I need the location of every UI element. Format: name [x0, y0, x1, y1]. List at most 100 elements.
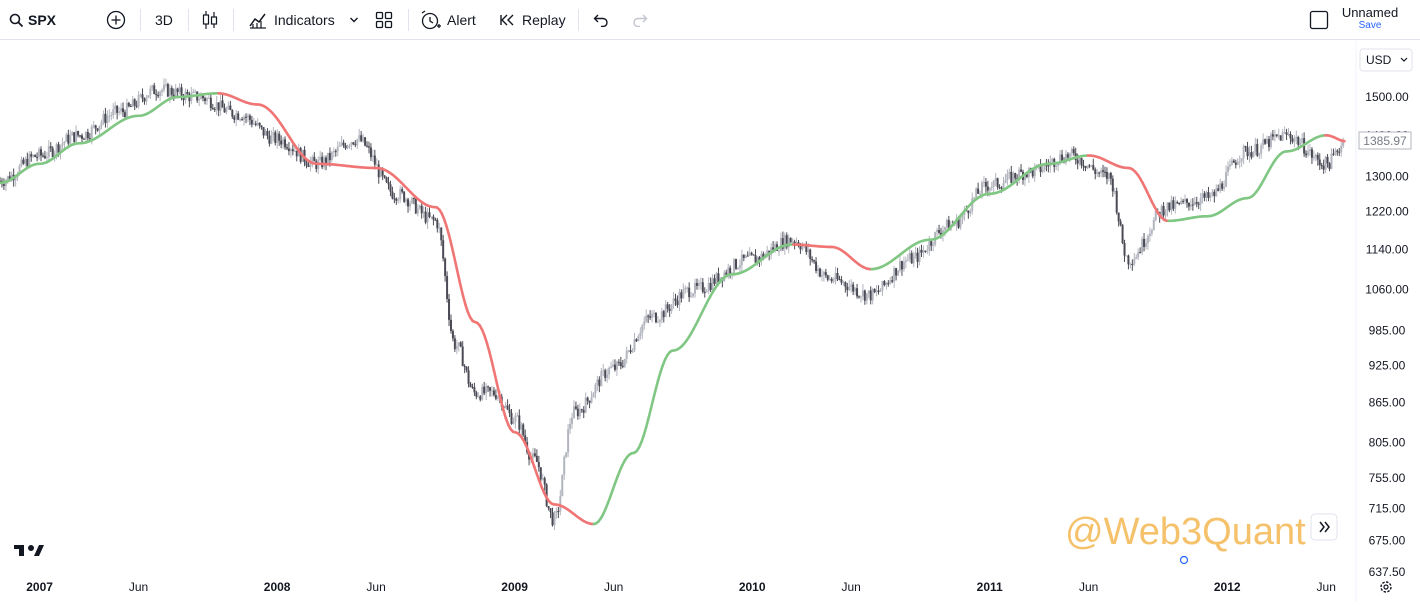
candle-body: [922, 251, 924, 253]
candle-body: [635, 339, 637, 341]
indicators-button[interactable]: Indicators: [248, 0, 335, 40]
scroll-to-realtime-button[interactable]: [1311, 514, 1337, 540]
candle-body: [874, 289, 876, 292]
candle-body: [518, 415, 520, 429]
price-tick-label: 865.00: [1369, 396, 1406, 410]
alert-button[interactable]: Alert: [420, 0, 476, 40]
candle-body: [507, 405, 509, 409]
candle-body: [1188, 203, 1190, 207]
candle-body: [1334, 151, 1336, 154]
candle-body: [821, 275, 823, 277]
candle-body: [969, 211, 971, 213]
candle-body: [159, 92, 161, 96]
price-chart[interactable]: 1500.001400.001300.001220.001140.001060.…: [0, 41, 1420, 602]
top-toolbar: SPX 3D Indicators Alert: [0, 0, 1420, 40]
candle-body: [1149, 234, 1151, 236]
candle-body: [329, 153, 331, 160]
layouts-button[interactable]: [375, 0, 393, 40]
candle-body: [630, 350, 632, 352]
candle-body: [596, 380, 598, 385]
candle-body: [347, 146, 349, 149]
candle-body: [926, 251, 928, 252]
currency-selector[interactable]: USD: [1360, 49, 1412, 71]
candle-body: [587, 398, 589, 401]
candle-body: [1237, 162, 1239, 165]
add-symbol-icon: [106, 10, 126, 30]
candle-body: [266, 131, 268, 136]
candle-body: [366, 146, 368, 147]
candle-body: [208, 98, 210, 99]
candle-body: [56, 144, 58, 153]
candle-body: [48, 146, 50, 157]
candle-body: [897, 270, 899, 275]
candle-body: [147, 95, 149, 97]
candle-body: [466, 367, 468, 370]
candle-body: [1217, 188, 1219, 190]
undo-button[interactable]: [593, 0, 609, 40]
candle-body: [520, 424, 522, 429]
time-tick-label: Jun: [841, 580, 860, 594]
candle-body: [1225, 172, 1227, 187]
last-price-tag: 1385.97: [1359, 132, 1411, 149]
candle-body: [1186, 199, 1188, 203]
candle-body: [1114, 191, 1116, 192]
candle-body: [175, 89, 177, 97]
candle-body: [571, 418, 573, 424]
candle-body: [77, 131, 79, 135]
candle-body: [95, 125, 97, 128]
candle-body: [682, 289, 684, 298]
candle-body: [85, 132, 87, 140]
candle-body: [419, 206, 421, 209]
candle-body: [889, 280, 891, 283]
candle-body: [831, 279, 833, 281]
candle-body: [796, 242, 798, 243]
candle-body: [28, 154, 30, 167]
candle-body: [282, 139, 284, 144]
candle-body: [622, 366, 624, 367]
candle-body: [370, 148, 372, 158]
toolbar-divider: [233, 9, 234, 31]
candle-body: [860, 296, 862, 297]
candle-body: [876, 291, 878, 293]
candle-body: [1084, 166, 1086, 168]
candle-body: [411, 198, 413, 203]
candle-body: [1219, 183, 1221, 190]
candle-body: [698, 283, 700, 286]
candle-body: [30, 154, 32, 157]
candle-body: [1243, 146, 1245, 158]
save-link[interactable]: Save: [1338, 21, 1402, 31]
replay-button[interactable]: Replay: [499, 0, 566, 40]
candle-body: [401, 189, 403, 192]
candle-body: [313, 157, 315, 161]
candle-body: [495, 395, 497, 399]
candle-body: [448, 299, 450, 320]
layout-name-button[interactable]: Unnamed Save: [1338, 6, 1402, 31]
candle-body: [1180, 201, 1182, 204]
price-tick-label: 637.50: [1369, 565, 1406, 579]
candle-body: [751, 253, 753, 255]
candle-body: [1299, 143, 1301, 145]
symbol-search-button[interactable]: SPX: [9, 0, 56, 40]
candle-body: [93, 125, 95, 126]
chart-type-button[interactable]: [200, 0, 220, 40]
candle-body: [932, 245, 934, 246]
chart-area[interactable]: 1500.001400.001300.001220.001140.001060.…: [0, 41, 1420, 602]
candle-body: [827, 275, 829, 279]
candle-body: [575, 407, 577, 409]
candle-body: [407, 199, 409, 206]
indicators-dropdown-button[interactable]: [349, 0, 359, 40]
candle-body: [676, 301, 678, 305]
candle-body: [444, 259, 446, 276]
compare-symbol-button[interactable]: [106, 0, 126, 40]
redo-button[interactable]: [632, 0, 648, 40]
interval-button[interactable]: 3D: [155, 0, 173, 40]
candle-body: [237, 113, 239, 119]
candle-body: [87, 132, 89, 138]
candle-body: [354, 144, 356, 145]
candle-body: [145, 98, 147, 102]
layouts-icon: [375, 11, 393, 29]
fullscreen-checkbox[interactable]: [1309, 0, 1329, 40]
candle-body: [380, 169, 382, 177]
candle-body: [292, 149, 294, 151]
candle-body: [3, 184, 5, 186]
